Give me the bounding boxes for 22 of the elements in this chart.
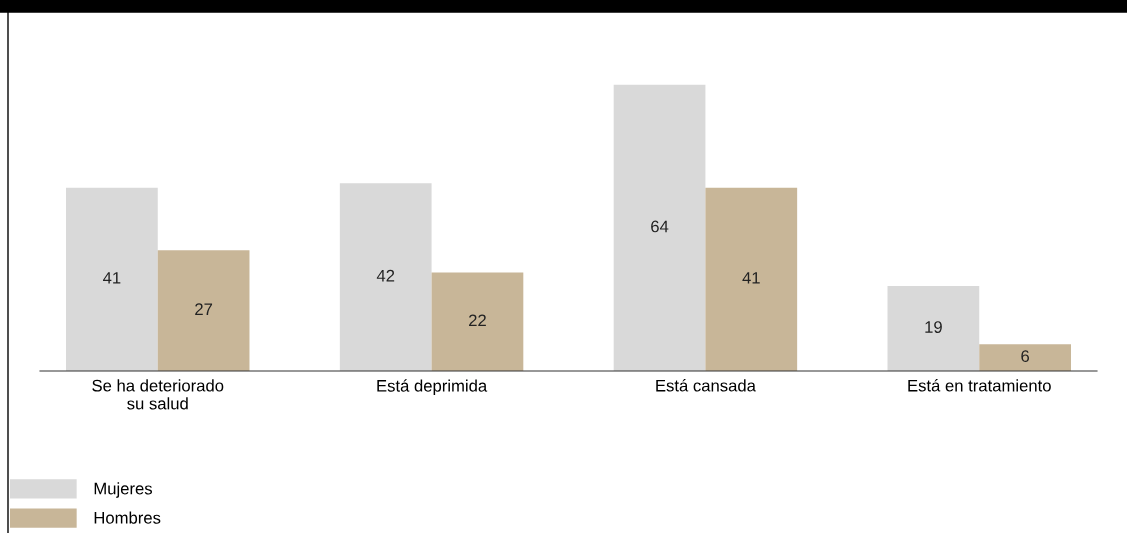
x-tick-label: Está deprimida bbox=[377, 379, 488, 396]
bar bbox=[66, 187, 158, 371]
data-label: 41 bbox=[103, 272, 121, 284]
data-label: 27 bbox=[195, 303, 213, 315]
bar bbox=[705, 187, 798, 371]
legend-label: Hombres bbox=[94, 511, 161, 524]
x-tick-label: Se ha deteriorado su salud bbox=[92, 379, 224, 410]
bar bbox=[887, 286, 980, 371]
data-label: 22 bbox=[469, 314, 486, 327]
data-label: 19 bbox=[925, 321, 942, 333]
bar bbox=[613, 84, 706, 371]
data-label: 64 bbox=[651, 220, 669, 233]
bar bbox=[431, 272, 524, 371]
legend-label: Mujeres bbox=[94, 482, 153, 498]
x-tick-label: Está en tratamiento bbox=[908, 379, 1051, 392]
data-label: 6 bbox=[1021, 350, 1030, 363]
data-label: 41 bbox=[742, 272, 760, 284]
bar bbox=[339, 183, 432, 371]
x-tick-label: Está cansada bbox=[656, 379, 756, 392]
bar bbox=[979, 344, 1071, 371]
data-label: 42 bbox=[376, 269, 395, 282]
bar bbox=[157, 250, 250, 371]
